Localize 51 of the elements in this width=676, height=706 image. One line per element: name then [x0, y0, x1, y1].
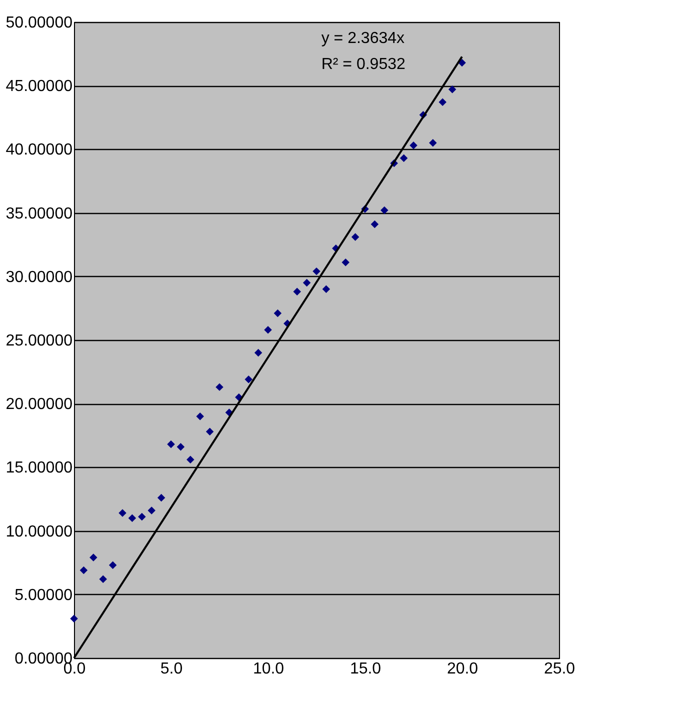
- point: [312, 267, 320, 276]
- point: [90, 554, 98, 562]
- y-tick-label: 50.00000: [6, 14, 73, 32]
- point: [176, 442, 185, 451]
- y-tick-label: 25.00000: [6, 332, 73, 350]
- point: [351, 233, 360, 241]
- point: [370, 220, 379, 228]
- y-tick-label: 10.00000: [6, 523, 73, 540]
- point: [438, 98, 446, 106]
- point: [322, 285, 330, 293]
- x-tick-label: 20.0: [446, 660, 478, 678]
- point: [342, 258, 350, 266]
- point: [216, 383, 224, 391]
- x-tick-label: 15.0: [350, 660, 382, 678]
- x-tick-label: 5.0: [160, 660, 183, 678]
- point: [148, 506, 156, 514]
- annotation: y = 2.3634x: [321, 30, 405, 47]
- point: [410, 142, 418, 150]
- y-tick-label: 15.00000: [6, 460, 73, 477]
- point: [244, 376, 252, 384]
- point: [458, 58, 466, 67]
- y-tick-label: 35.00000: [6, 205, 73, 222]
- point: [448, 86, 456, 94]
- point: [118, 509, 126, 517]
- point: [254, 348, 262, 357]
- y-tick-label: 30.00000: [6, 268, 73, 286]
- y-tick-label: 20.00000: [6, 396, 73, 414]
- y-tick-label: 5.00000: [14, 586, 73, 604]
- point: [196, 412, 204, 420]
- point: [157, 494, 166, 502]
- point: [274, 309, 282, 318]
- point: [128, 514, 136, 522]
- point: [167, 440, 175, 448]
- y-tick-label: 40.00000: [6, 142, 73, 159]
- point: [70, 614, 78, 622]
- point: [400, 154, 408, 162]
- point: [429, 138, 437, 147]
- point: [380, 206, 388, 214]
- x-tick-label: 10.0: [252, 660, 284, 678]
- point: [99, 575, 107, 584]
- y-tick-label: 45.00000: [6, 78, 73, 96]
- point: [206, 428, 214, 436]
- point: [293, 288, 301, 296]
- point: [138, 512, 146, 521]
- point: [302, 278, 311, 287]
- point: [108, 561, 117, 570]
- point: [80, 566, 88, 574]
- x-tick-label: 25.0: [544, 660, 576, 678]
- point: [186, 456, 194, 464]
- annotation: R² = 0.9532: [321, 56, 406, 73]
- point: [264, 326, 272, 334]
